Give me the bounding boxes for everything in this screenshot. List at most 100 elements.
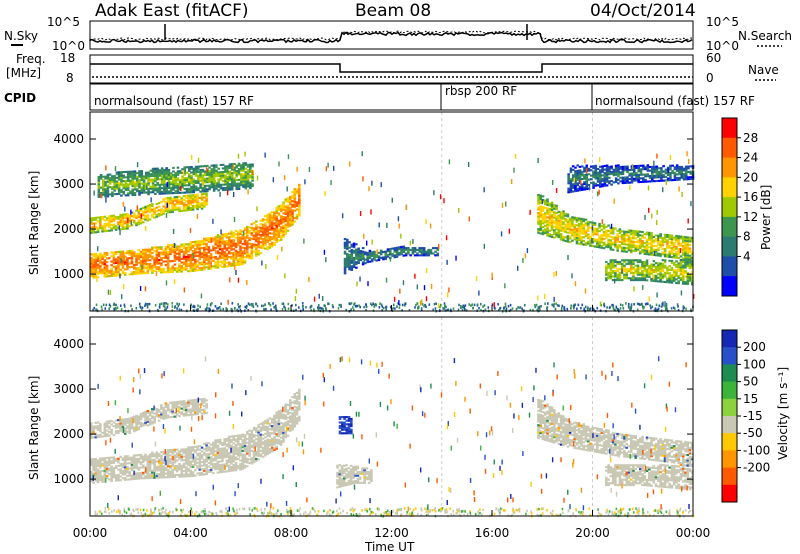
noise-panel: N.Sky 10^5 10^0 10^5 10^0 N.Search bbox=[4, 15, 792, 53]
power-bin bbox=[632, 249, 635, 252]
power-bin bbox=[657, 172, 661, 175]
power-bin bbox=[643, 270, 647, 273]
power-bin bbox=[218, 242, 222, 245]
power-bin bbox=[198, 267, 202, 270]
power-bin bbox=[241, 250, 245, 253]
power-bin bbox=[233, 170, 236, 173]
power-bin bbox=[191, 244, 195, 247]
power-bin bbox=[160, 179, 164, 183]
power-bin bbox=[422, 248, 426, 251]
power-bin bbox=[623, 176, 627, 179]
power-bin bbox=[359, 249, 363, 253]
power-bin bbox=[650, 267, 653, 270]
power-bin bbox=[651, 213, 653, 219]
power-bin bbox=[110, 260, 113, 263]
power-bin bbox=[96, 256, 100, 259]
power-bin bbox=[191, 269, 195, 272]
power-bin bbox=[468, 303, 470, 306]
power-bin bbox=[593, 238, 597, 241]
power-bin bbox=[154, 180, 157, 183]
power-bin bbox=[96, 265, 100, 268]
power-bin bbox=[641, 250, 644, 253]
power-bin bbox=[398, 253, 401, 256]
power-bin bbox=[675, 274, 678, 277]
power-bin bbox=[210, 164, 214, 167]
power-bin bbox=[200, 207, 204, 210]
power-bin bbox=[275, 217, 278, 220]
power-bin bbox=[660, 305, 663, 308]
power-bin bbox=[661, 266, 665, 269]
power-bin bbox=[359, 305, 361, 309]
power-bin bbox=[639, 168, 643, 171]
power-bin bbox=[538, 305, 541, 309]
power-bin bbox=[221, 172, 225, 175]
power-bin bbox=[623, 246, 626, 249]
power-bin bbox=[210, 171, 214, 174]
power-bin bbox=[669, 164, 672, 167]
velocity-bin bbox=[101, 462, 104, 465]
power-bin bbox=[434, 247, 437, 250]
power-bin bbox=[407, 252, 410, 255]
power-bin bbox=[641, 270, 644, 273]
power-bin bbox=[173, 206, 177, 210]
cpid-label: CPID bbox=[4, 91, 36, 105]
power-bin bbox=[106, 173, 110, 176]
power-bin bbox=[571, 273, 573, 279]
power-bin bbox=[636, 230, 640, 233]
power-bin bbox=[173, 268, 177, 272]
power-bin bbox=[629, 229, 633, 232]
power-bin bbox=[323, 249, 326, 255]
power-bin bbox=[627, 236, 631, 239]
power-bin bbox=[156, 187, 159, 190]
power-bin bbox=[246, 240, 249, 243]
power-bin bbox=[112, 227, 116, 230]
power-bin bbox=[223, 233, 226, 236]
power-bin bbox=[575, 240, 579, 243]
power-bin bbox=[135, 215, 138, 218]
power-bin bbox=[155, 251, 159, 254]
power-bin bbox=[266, 247, 269, 251]
power-bin bbox=[578, 187, 582, 190]
power-bin bbox=[242, 178, 245, 181]
power-bin bbox=[634, 244, 638, 247]
power-bin bbox=[646, 167, 650, 171]
power-bin bbox=[236, 236, 240, 239]
power-bin bbox=[223, 242, 226, 245]
power-bin bbox=[164, 204, 168, 207]
power-bin bbox=[385, 305, 388, 309]
power-bin bbox=[241, 252, 245, 255]
velocity-bin bbox=[105, 467, 109, 470]
power-bin bbox=[169, 192, 173, 195]
power-bin bbox=[544, 217, 547, 220]
power-bin bbox=[473, 303, 476, 307]
power-bin bbox=[160, 253, 163, 256]
power-bin bbox=[632, 271, 635, 274]
power-bin bbox=[277, 223, 281, 226]
power-bin bbox=[102, 175, 105, 178]
power-bin bbox=[284, 218, 288, 221]
power-bin bbox=[218, 260, 222, 263]
power-bin bbox=[157, 214, 161, 217]
power-bin bbox=[632, 279, 635, 282]
power-bin bbox=[385, 277, 388, 283]
power-bin bbox=[202, 181, 204, 187]
power-bin bbox=[680, 171, 683, 174]
power-bin bbox=[641, 168, 645, 171]
power-bin bbox=[605, 264, 608, 267]
power-bin bbox=[158, 169, 162, 172]
power-bin bbox=[224, 167, 227, 170]
power-bin bbox=[239, 249, 242, 252]
power-bin bbox=[389, 256, 392, 262]
power-bin bbox=[681, 260, 685, 264]
power-bin bbox=[291, 221, 294, 224]
power-bin bbox=[275, 215, 278, 218]
power-bin bbox=[246, 225, 249, 229]
power-bin bbox=[101, 228, 104, 231]
power-bin bbox=[501, 202, 504, 208]
power-bin bbox=[343, 263, 347, 266]
power-bin bbox=[212, 184, 216, 187]
power-bin bbox=[634, 237, 638, 240]
power-bin bbox=[627, 243, 631, 246]
power-bin bbox=[415, 303, 417, 307]
power-bin bbox=[255, 238, 258, 241]
